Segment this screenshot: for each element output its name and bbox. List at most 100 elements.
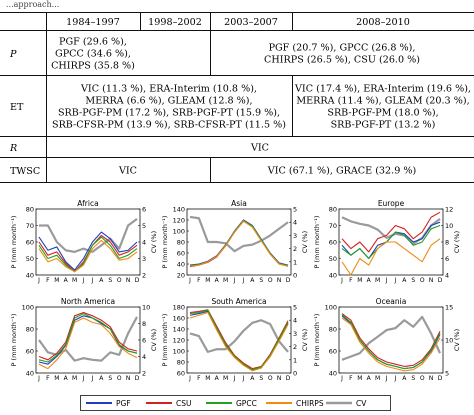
y2-tick-label: 4 (445, 272, 449, 280)
x-tick-label: A (64, 277, 69, 284)
x-tick-label: S (108, 277, 112, 284)
y2-tick-label: 0 (293, 272, 297, 280)
panel-title: Europe (378, 199, 405, 208)
x-tick-label: O (268, 375, 273, 382)
y-tick-label: 60 (329, 239, 337, 247)
x-tick-label: A (64, 375, 69, 382)
row-label: TWSC (10, 166, 40, 177)
y2-tick-label: 6 (445, 255, 449, 263)
panel-title: North America (61, 297, 115, 306)
series-gpcc (341, 314, 441, 370)
x-tick-label: N (429, 277, 434, 284)
y-tick-label: 160 (173, 315, 185, 323)
plot-frame (186, 306, 292, 374)
series-cv (341, 315, 442, 361)
y-tick-label: 80 (26, 326, 34, 334)
panel-title: Africa (77, 199, 98, 208)
y2-axis-label: CV (%) (150, 329, 158, 351)
legend-item-csu: CSU (146, 399, 192, 408)
y2-tick-label: 4 (142, 353, 146, 361)
x-tick-label: F (197, 277, 201, 284)
y2-tick-label: 2 (293, 245, 297, 253)
x-tick-label: F (46, 277, 50, 284)
y-tick-label: 140 (173, 326, 185, 334)
y2-tick-label: 2 (142, 370, 146, 378)
legend-label: CHIRPS (296, 399, 324, 408)
y-tick-label: 50 (329, 255, 337, 263)
x-tick-label: A (402, 277, 407, 284)
table-cell-line: VIC (17.4 %), ERA-Interim (19.6 %), (294, 84, 471, 95)
legend-item-gpcc: GPCC (206, 399, 257, 408)
y-tick-label: 100 (325, 304, 337, 312)
y2-tick-label: 5 (293, 304, 297, 312)
table-cell-line: GPCC (34.6 %), (55, 49, 131, 60)
y-tick-label: 100 (22, 304, 34, 312)
y2-tick-label: 5 (142, 222, 146, 230)
series-chirps (38, 239, 138, 273)
x-tick-label: J (37, 375, 40, 382)
x-tick-label: M (375, 375, 380, 382)
x-tick-label: J (82, 277, 85, 284)
legend-item-chirps: CHIRPS (266, 399, 324, 408)
x-tick-label: S (259, 277, 263, 284)
series-csu (341, 211, 441, 253)
x-tick-label: A (99, 277, 104, 284)
plot-frame (186, 208, 292, 276)
x-tick-label: F (349, 277, 353, 284)
x-tick-label: A (99, 375, 104, 382)
series-cv (189, 319, 289, 353)
panel-title: South America (211, 297, 266, 306)
y-tick-label: 120 (173, 337, 185, 345)
series-csu (38, 311, 138, 361)
y-tick-label: 60 (177, 370, 185, 378)
y-axis-label: P (mm month⁻¹) (313, 314, 321, 367)
x-tick-label: J (340, 277, 343, 284)
y2-tick-label: 12 (445, 206, 453, 214)
x-tick-label: M (357, 277, 362, 284)
x-tick-label: A (250, 375, 255, 382)
y-tick-label: 80 (26, 206, 34, 214)
header-cell: 2008–2010 (356, 17, 410, 28)
legend-label: GPCC (236, 399, 257, 408)
x-tick-label: A (215, 277, 220, 284)
legend-item-pgf: PGF (86, 399, 131, 408)
y-tick-label: 180 (173, 304, 185, 312)
y-tick-label: 60 (177, 250, 185, 258)
x-tick-label: O (268, 277, 273, 284)
y2-axis-label: CV (%) (301, 231, 309, 253)
x-tick-label: M (375, 277, 380, 284)
y2-tick-label: 1 (293, 258, 297, 266)
x-tick-label: D (286, 277, 291, 284)
y2-axis-label: CV (%) (150, 231, 158, 253)
y2-tick-label: 3 (142, 255, 146, 263)
x-tick-label: J (91, 375, 94, 382)
table-cell-line: VIC (67.1 %), GRACE (32.9 %) (267, 166, 416, 177)
x-tick-label: N (126, 277, 131, 284)
series-csu (341, 313, 441, 367)
y2-tick-label: 0 (293, 370, 297, 378)
x-tick-label: J (91, 277, 94, 284)
x-tick-label: J (82, 375, 85, 382)
series-chirps (189, 311, 289, 372)
x-tick-label: J (242, 375, 245, 382)
x-tick-label: M (357, 375, 362, 382)
y-tick-label: 120 (173, 217, 185, 225)
y2-tick-label: 4 (293, 219, 297, 227)
x-tick-label: M (72, 375, 77, 382)
series-cv (39, 218, 138, 254)
x-tick-label: N (429, 375, 434, 382)
header-cell: 2003–2007 (224, 17, 278, 28)
y-tick-label: 40 (177, 261, 185, 269)
document-caption: ...approach... (6, 0, 60, 9)
y2-tick-label: 10 (142, 304, 150, 312)
table-cell-line: PGF (20.7 %), GPCC (26.8 %), (269, 43, 416, 54)
y-tick-label: 70 (26, 222, 34, 230)
x-tick-label: J (188, 375, 191, 382)
series-chirps (341, 317, 441, 372)
